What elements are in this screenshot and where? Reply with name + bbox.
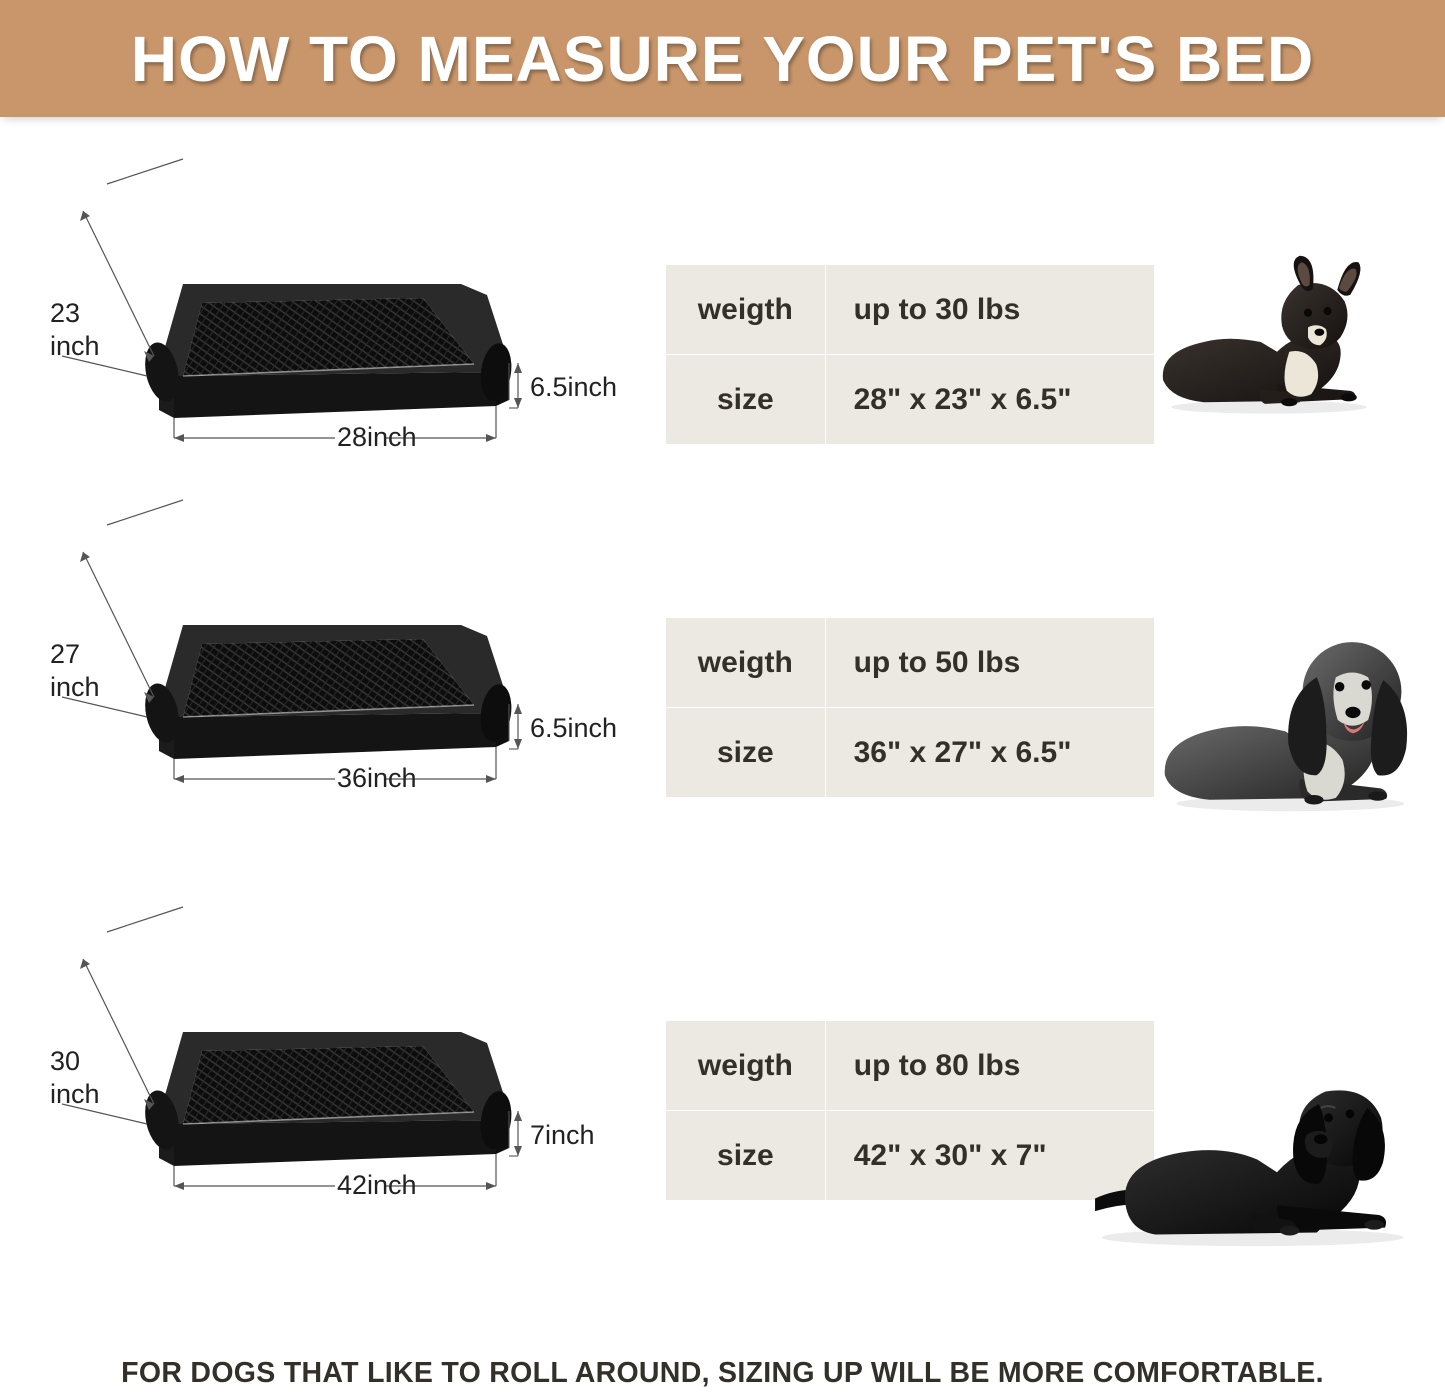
svg-text:28inch: 28inch: [337, 422, 417, 452]
svg-text:42inch: 42inch: [337, 1170, 417, 1200]
svg-text:30: 30: [50, 1046, 80, 1076]
svg-text:36inch: 36inch: [337, 763, 417, 793]
svg-text:23: 23: [50, 298, 80, 328]
svg-text:inch: inch: [50, 1079, 100, 1109]
svg-text:6.5inch: 6.5inch: [530, 372, 617, 402]
svg-text:7inch: 7inch: [530, 1120, 595, 1150]
svg-text:inch: inch: [50, 331, 100, 361]
svg-text:inch: inch: [50, 672, 100, 702]
svg-text:6.5inch: 6.5inch: [530, 713, 617, 743]
svg-text:27: 27: [50, 639, 80, 669]
